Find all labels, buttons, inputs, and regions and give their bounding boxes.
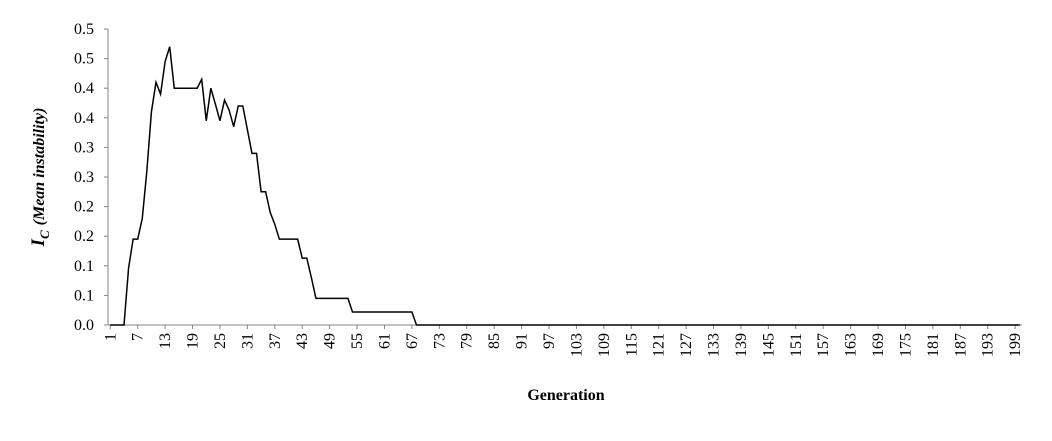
y-tick-label: 0.5 <box>74 21 94 38</box>
x-tick-label: 91 <box>514 333 531 349</box>
x-tick-label: 151 <box>788 333 805 357</box>
x-tick-label: 19 <box>185 333 202 349</box>
x-tick-label: 67 <box>404 333 421 349</box>
y-tick-label: 0.4 <box>74 80 94 97</box>
y-tick-label: 0.2 <box>74 228 94 245</box>
y-tick-label: 0.3 <box>74 139 94 156</box>
x-tick-label: 187 <box>952 333 969 357</box>
x-tick-label: 133 <box>706 333 723 357</box>
x-tick-label: 181 <box>925 333 942 357</box>
x-tick-label: 61 <box>376 333 393 349</box>
x-tick-label: 37 <box>267 333 284 349</box>
x-tick-label: 121 <box>651 333 668 357</box>
y-tick-label: 0.2 <box>74 199 94 216</box>
x-tick-label: 103 <box>568 333 585 357</box>
x-tick-label: 55 <box>349 333 366 349</box>
x-axis-title: Generation <box>527 387 604 404</box>
y-tick-label: 0.1 <box>74 287 94 304</box>
x-tick-label: 157 <box>815 333 832 357</box>
x-tick-label: 13 <box>157 333 174 349</box>
y-tick-label: 0.1 <box>74 258 94 275</box>
x-tick-label: 7 <box>130 333 147 341</box>
x-tick-label: 97 <box>541 333 558 349</box>
x-tick-label: 43 <box>294 333 311 349</box>
y-tick-label: 0.0 <box>74 317 94 334</box>
y-tick-label: 0.5 <box>74 51 94 68</box>
x-tick-label: 163 <box>843 333 860 357</box>
y-axis-title-sub: C <box>37 230 52 239</box>
x-tick-label: 169 <box>870 333 887 357</box>
x-tick-label: 25 <box>212 333 229 349</box>
x-tick-label: 115 <box>623 333 640 356</box>
x-tick-label: 193 <box>980 333 997 357</box>
x-tick-label: 145 <box>760 333 777 357</box>
y-tick-label: 0.3 <box>74 169 94 186</box>
x-tick-label: 139 <box>733 333 750 357</box>
x-tick-label: 1 <box>102 333 119 341</box>
x-tick-label: 85 <box>486 333 503 349</box>
x-tick-label: 109 <box>596 333 613 357</box>
x-tick-label: 199 <box>1007 333 1024 357</box>
x-tick-label: 31 <box>239 333 256 349</box>
y-axis-title: IC (Mean instability) <box>28 108 52 248</box>
y-axis-title-main: I <box>28 238 49 247</box>
data-line <box>110 46 1020 326</box>
x-tick-label: 127 <box>678 333 695 357</box>
y-axis-title-rest: (Mean instability) <box>31 108 48 226</box>
x-tick-label: 79 <box>459 333 476 349</box>
x-tick-label: 73 <box>431 333 448 349</box>
x-tick-label: 49 <box>322 333 339 349</box>
y-tick-label: 0.4 <box>74 110 94 127</box>
x-tick-label: 175 <box>897 333 914 357</box>
